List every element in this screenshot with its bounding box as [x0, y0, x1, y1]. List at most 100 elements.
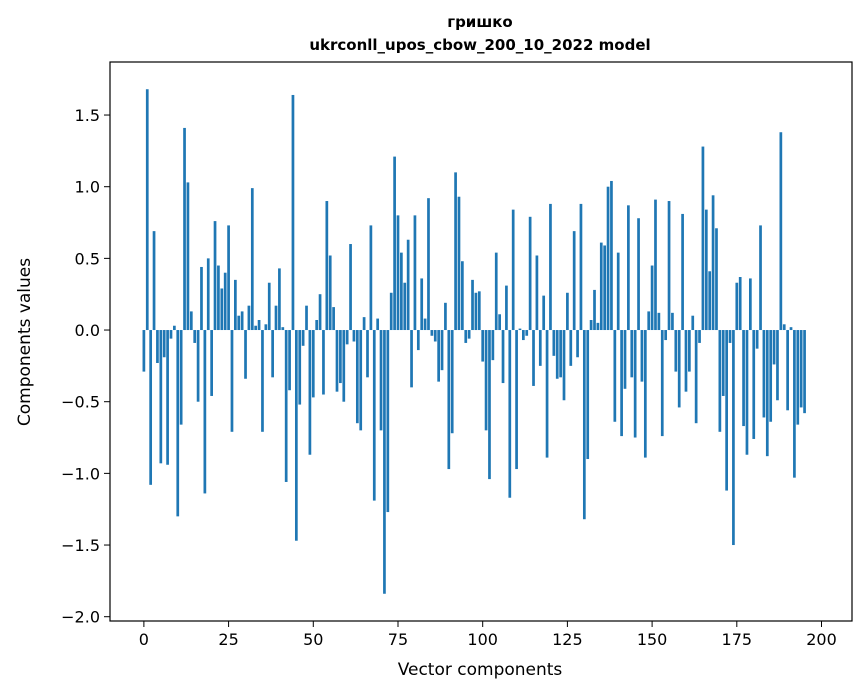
bar-84 [427, 198, 430, 331]
bar-169 [715, 228, 718, 331]
bar-19 [206, 258, 210, 331]
bar-174 [732, 330, 735, 546]
bar-4 [156, 330, 159, 363]
bar-29 [240, 311, 244, 331]
bar-55 [328, 255, 332, 331]
x-tick-label: 100 [467, 630, 498, 649]
bar-60 [345, 330, 349, 345]
bar-67 [369, 225, 373, 331]
bar-0 [142, 330, 146, 372]
bar-193 [796, 330, 800, 425]
bar-168 [711, 195, 715, 331]
x-axis-label: Vector components [398, 660, 563, 680]
x-tick-label: 50 [303, 630, 323, 649]
bar-80 [413, 215, 417, 331]
bar-28 [237, 315, 241, 331]
bar-180 [752, 330, 756, 439]
bar-23 [220, 288, 224, 331]
bar-165 [701, 146, 705, 331]
bar-146 [637, 218, 640, 331]
bar-114 [528, 216, 532, 331]
bar-33 [254, 325, 258, 331]
bar-184 [765, 330, 769, 457]
bar-123 [559, 330, 562, 378]
bar-122 [555, 330, 559, 379]
bar-95 [464, 330, 468, 343]
bar-89 [444, 302, 447, 331]
bar-76 [400, 252, 403, 331]
bar-106 [501, 330, 505, 384]
bar-192 [793, 330, 796, 478]
bar-191 [789, 327, 793, 331]
bar-144 [630, 330, 634, 378]
bar-49 [308, 330, 312, 455]
bar-38 [271, 330, 274, 378]
bar-147 [640, 330, 644, 382]
bar-86 [433, 330, 437, 342]
chart-title: гришко [447, 13, 513, 31]
bar-179 [749, 278, 752, 331]
bar-187 [776, 330, 779, 401]
x-tick-label: 25 [218, 630, 238, 649]
bar-121 [552, 330, 556, 356]
bar-185 [769, 330, 773, 422]
bar-150 [650, 265, 654, 331]
bar-118 [542, 295, 546, 331]
bar-112 [522, 330, 525, 341]
bar-130 [582, 330, 586, 520]
bar-119 [545, 330, 549, 458]
bar-171 [721, 330, 725, 396]
bar-143 [627, 205, 630, 331]
bar-32 [250, 188, 254, 331]
bar-34 [257, 320, 261, 331]
bar-18 [203, 330, 207, 494]
bar-103 [491, 330, 495, 361]
y-tick-label: −0.5 [61, 393, 100, 412]
plot-frame [109, 61, 853, 622]
bar-66 [366, 330, 369, 378]
bar-69 [376, 318, 380, 331]
y-axis-label: Components values [15, 258, 35, 426]
bar-92 [454, 172, 457, 331]
bar-127 [572, 231, 576, 331]
bar-31 [247, 305, 251, 331]
bar-166 [704, 209, 708, 331]
bar-87 [437, 330, 440, 382]
bar-71 [383, 330, 386, 594]
bar-141 [620, 330, 623, 437]
x-tick-label: 175 [722, 630, 753, 649]
bar-65 [362, 317, 366, 331]
bar-6 [162, 330, 166, 358]
bar-156 [671, 312, 674, 331]
bar-173 [728, 330, 732, 343]
bar-133 [593, 289, 596, 331]
bar-175 [735, 282, 739, 331]
bar-68 [372, 330, 376, 501]
bar-63 [355, 330, 359, 424]
bar-46 [298, 330, 302, 405]
x-tick-label: 0 [139, 630, 149, 649]
bar-110 [515, 330, 518, 470]
bar-108 [508, 330, 512, 498]
x-tick-label: 200 [806, 630, 837, 649]
bar-27 [234, 279, 237, 331]
bar-22 [217, 265, 220, 331]
bar-105 [498, 314, 501, 331]
bar-178 [745, 330, 749, 455]
bar-17 [200, 266, 203, 331]
bar-5 [159, 330, 163, 464]
bar-20 [210, 330, 213, 396]
bar-2 [149, 330, 153, 485]
y-tick-label: −2.0 [61, 608, 100, 627]
bar-188 [779, 132, 783, 331]
bar-7 [166, 330, 169, 465]
y-tick-label: 1.0 [75, 178, 100, 197]
bar-182 [759, 225, 762, 331]
bar-24 [223, 272, 227, 331]
bar-72 [386, 330, 390, 513]
bar-96 [467, 330, 471, 339]
bar-135 [599, 242, 603, 331]
x-tick-label: 150 [637, 630, 668, 649]
bar-74 [393, 156, 396, 331]
